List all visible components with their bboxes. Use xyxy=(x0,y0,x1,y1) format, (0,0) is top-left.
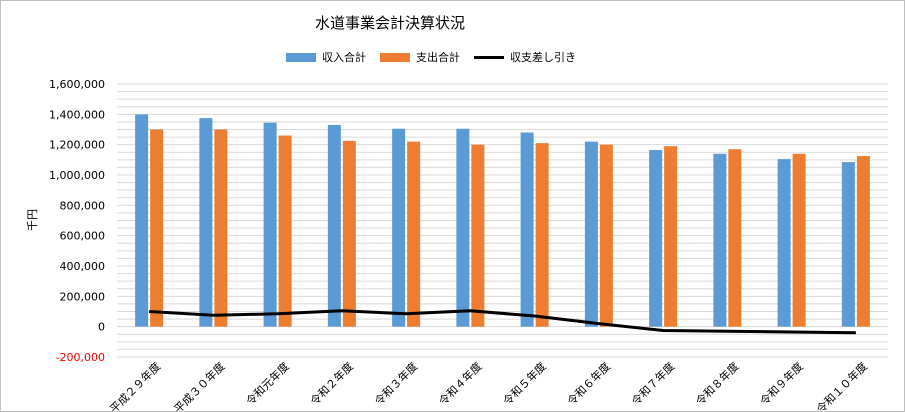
income-bar xyxy=(841,162,855,327)
legend-item-balance: 収支差し引き xyxy=(474,49,576,65)
x-category-label: 令和５年度 xyxy=(500,359,549,408)
expense-bar xyxy=(792,153,806,327)
legend-swatch-income xyxy=(286,52,316,62)
income-bar xyxy=(520,132,534,327)
x-category-label: 令和元年度 xyxy=(243,359,292,408)
y-tick-label: 400,000 xyxy=(60,260,106,273)
legend-swatch-balance xyxy=(474,55,504,59)
x-category-label: 平成３０年度 xyxy=(171,359,228,412)
income-bar xyxy=(584,141,598,327)
expense-bar xyxy=(150,129,164,327)
y-tick-label: 800,000 xyxy=(60,199,106,212)
y-tick-label: 200,000 xyxy=(60,290,106,303)
income-bar xyxy=(392,128,406,327)
x-category-label: 令和９年度 xyxy=(757,359,806,408)
y-axis-title: 千円 xyxy=(26,209,39,231)
income-bar xyxy=(327,124,341,327)
income-bar xyxy=(777,159,791,327)
income-bar xyxy=(199,118,213,327)
y-tick-label: 600,000 xyxy=(60,230,106,243)
legend-item-income: 収入合計 xyxy=(286,49,366,65)
income-bar xyxy=(456,128,470,327)
expense-bar xyxy=(856,156,870,327)
x-category-label: 令和７年度 xyxy=(628,359,677,408)
expense-bar xyxy=(471,144,485,327)
x-category-label: 令和６年度 xyxy=(564,359,613,408)
legend-label-expense: 支出合計 xyxy=(416,51,460,64)
x-category-label: 令和８年度 xyxy=(693,359,742,408)
chart-title: 水道事業会計決算状況 xyxy=(314,14,465,32)
y-tick-label: 1,200,000 xyxy=(49,139,105,152)
x-category-label: 令和４年度 xyxy=(436,359,485,408)
expense-bar xyxy=(342,140,356,327)
income-bar xyxy=(649,149,663,327)
legend-swatch-expense xyxy=(380,52,410,62)
expense-bar xyxy=(278,135,292,327)
y-tick-label: 1,400,000 xyxy=(49,108,105,121)
expense-bar xyxy=(728,149,742,327)
expense-bar xyxy=(535,143,549,327)
x-category-label: 平成２９年度 xyxy=(107,359,164,412)
income-bar xyxy=(263,122,277,327)
y-tick-label: 0 xyxy=(98,321,105,334)
expense-bar xyxy=(599,144,613,327)
income-bar xyxy=(135,114,149,327)
expense-bar xyxy=(214,129,228,327)
legend-item-expense: 支出合計 xyxy=(380,49,460,65)
legend-label-income: 収入合計 xyxy=(322,51,366,64)
x-category-label: 令和１０年度 xyxy=(813,359,870,412)
x-category-label: 令和３年度 xyxy=(371,359,420,408)
x-category-label: 令和２年度 xyxy=(307,359,356,408)
y-tick-label: -200,000 xyxy=(56,351,105,364)
y-tick-label: 1,600,000 xyxy=(49,78,105,91)
income-bar xyxy=(713,153,727,327)
y-tick-label: 1,000,000 xyxy=(49,169,105,182)
chart-legend: 収入合計 支出合計 収支差し引き xyxy=(286,49,590,65)
legend-label-balance: 収支差し引き xyxy=(510,51,576,64)
expense-bar xyxy=(407,141,421,327)
balance-line xyxy=(149,309,856,335)
expense-bar xyxy=(664,146,678,327)
